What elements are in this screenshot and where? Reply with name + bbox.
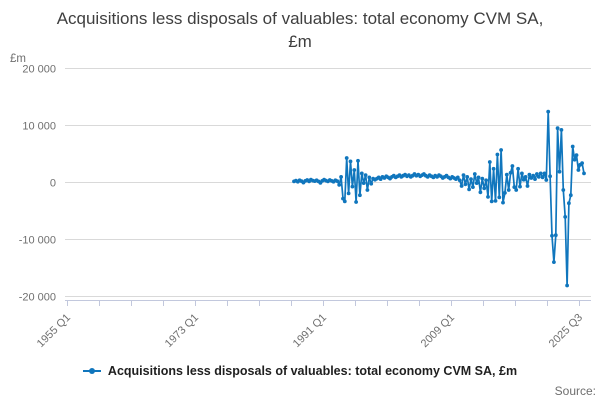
x-axis — [65, 300, 591, 306]
svg-text:1973 Q1: 1973 Q1 — [163, 312, 201, 350]
x-axis-tick-labels: 1955 Q1 1973 Q1 1991 Q1 2009 Q1 2025 Q3 — [35, 312, 585, 350]
legend[interactable]: Acquisitions less disposals of valuables… — [0, 364, 600, 378]
svg-text:2009 Q1: 2009 Q1 — [419, 312, 457, 350]
legend-label: Acquisitions less disposals of valuables… — [107, 364, 518, 378]
data-series-line — [292, 109, 586, 288]
svg-text:-20 000: -20 000 — [19, 292, 56, 304]
y-axis-unit-label: £m — [10, 53, 26, 65]
y-gridlines — [65, 68, 591, 297]
svg-text:20 000: 20 000 — [22, 64, 56, 76]
svg-text:2025 Q3: 2025 Q3 — [547, 312, 585, 350]
legend-line-marker-icon — [82, 368, 101, 374]
svg-text:-10 000: -10 000 — [19, 235, 56, 247]
svg-text:1955 Q1: 1955 Q1 — [35, 312, 73, 350]
y-axis-tick-labels: 20 000 10 000 0 -10 000 -20 000 — [19, 64, 56, 304]
chart-title: Acquisitions less disposals of valuables… — [56, 9, 544, 51]
svg-text:10 000: 10 000 — [22, 121, 56, 133]
svg-text:1991 Q1: 1991 Q1 — [291, 312, 329, 350]
source-label: Source: — [554, 384, 596, 398]
svg-text:0: 0 — [50, 178, 56, 190]
